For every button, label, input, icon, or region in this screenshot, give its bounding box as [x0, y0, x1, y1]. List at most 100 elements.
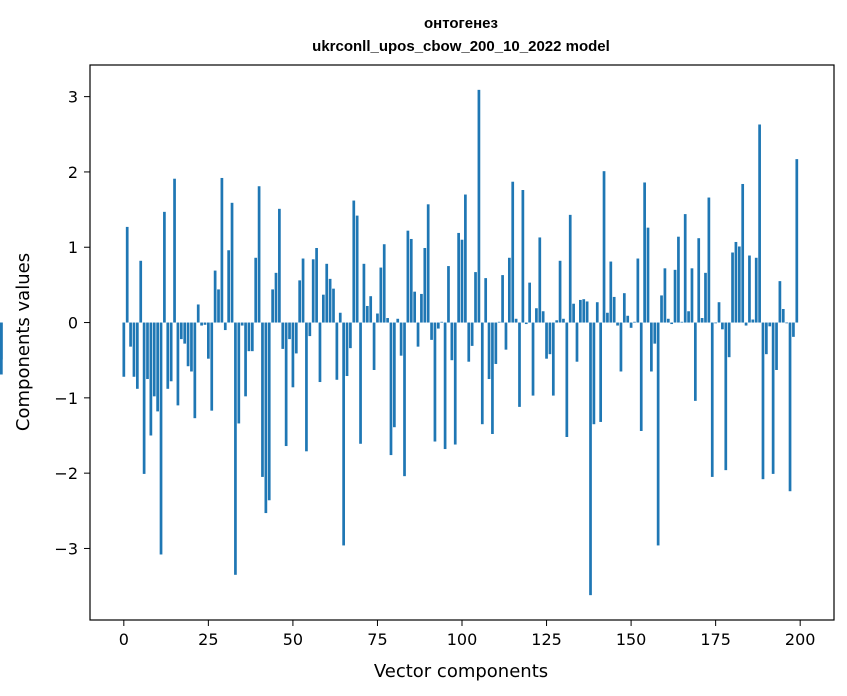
bar-104: [474, 272, 477, 323]
bar-58: [318, 322, 322, 383]
bar-101: [464, 194, 467, 323]
bar-15: [173, 178, 176, 323]
bar-183: [741, 183, 745, 323]
bar-131: [565, 322, 569, 437]
bar-12: [163, 211, 166, 323]
bar-40: [257, 186, 261, 323]
bar-1: [125, 226, 129, 323]
bar-91: [430, 322, 433, 340]
bar-176: [717, 302, 721, 323]
bar-179: [727, 322, 731, 358]
bar-141: [599, 322, 603, 422]
bar-55: [308, 322, 312, 337]
bar-32: [230, 202, 234, 323]
bar-4: [135, 322, 139, 389]
bar-82: [399, 322, 403, 356]
bar-115: [511, 181, 515, 323]
bar-124: [541, 311, 545, 323]
bar-102: [467, 322, 471, 362]
bar-130: [562, 318, 565, 323]
bar-23: [200, 322, 203, 326]
y-tick-label: 0: [68, 314, 78, 333]
bar-0: [122, 322, 126, 377]
bar-89: [423, 247, 427, 323]
bar-170: [697, 238, 701, 323]
bar-113: [504, 322, 508, 350]
y-axis-ticks: −3 −2 −1 0 1 2 3: [54, 88, 90, 558]
bar-193: [775, 322, 778, 370]
bar-117: [518, 322, 521, 407]
bar-103: [470, 322, 474, 346]
bar-44: [271, 289, 274, 323]
x-tick-label: 175: [700, 630, 731, 649]
bar-187: [754, 257, 758, 323]
bar-92: [433, 322, 437, 442]
bar-100: [460, 239, 464, 323]
bar-161: [666, 318, 670, 323]
bar-156: [650, 322, 653, 372]
x-tick-label: 125: [531, 630, 562, 649]
bar-25: [207, 322, 210, 359]
bar-34: [237, 322, 241, 424]
bar-22: [196, 304, 200, 323]
bar-146: [616, 322, 619, 326]
bar-72: [365, 305, 369, 323]
bar-151: [633, 321, 636, 323]
bar-65: [342, 322, 345, 546]
bar-63: [335, 322, 339, 380]
bar-13: [166, 322, 170, 389]
bar-126: [548, 322, 552, 355]
bar-33: [234, 322, 237, 575]
bar-162: [670, 322, 674, 325]
bar-120: [528, 282, 531, 323]
bar-164: [677, 236, 680, 323]
bar-71: [362, 263, 366, 323]
bar-127: [551, 322, 555, 396]
bar-62: [332, 288, 335, 323]
bar-138: [589, 322, 592, 596]
bar-109: [491, 322, 494, 434]
bar-18: [183, 322, 187, 344]
bar-14: [169, 322, 173, 382]
bar-31: [227, 250, 231, 323]
bar-123: [538, 237, 542, 323]
bar-42: [264, 322, 268, 514]
x-axis-label: Vector components: [374, 661, 548, 682]
chart-title: онтогенез: [424, 15, 498, 32]
bar-160: [663, 268, 667, 323]
bar-54: [305, 322, 308, 452]
bar-197: [788, 322, 792, 492]
bar-51: [294, 322, 298, 354]
bar-45: [274, 272, 278, 323]
bar-81: [396, 318, 400, 323]
bar-174: [710, 322, 714, 477]
bar-9: [152, 322, 156, 397]
bar-61: [328, 278, 332, 323]
bar-46: [278, 208, 281, 323]
bar-125: [545, 322, 548, 359]
bar-169: [693, 322, 697, 401]
bar-180: [731, 252, 734, 323]
bar-153: [639, 322, 643, 431]
bar-136: [582, 299, 586, 323]
bar-145: [612, 296, 616, 323]
bar-67: [349, 322, 352, 349]
bar-140: [595, 302, 599, 323]
bar-20: [190, 322, 193, 372]
bar-182: [737, 246, 741, 323]
bar-129: [558, 260, 562, 323]
y-tick-label: 3: [68, 88, 78, 107]
bar-60: [325, 263, 329, 323]
bar-undefined: [0, 322, 3, 360]
bar-36: [244, 322, 247, 397]
bar-43: [267, 322, 271, 501]
bar-199: [795, 159, 799, 323]
x-tick-label: 150: [616, 630, 647, 649]
bar-38: [250, 322, 254, 352]
bar-10: [156, 322, 159, 412]
bar-86: [413, 291, 417, 323]
bar-70: [359, 322, 362, 444]
bar-158: [656, 322, 660, 546]
bar-171: [700, 318, 704, 323]
bar-152: [636, 258, 640, 323]
